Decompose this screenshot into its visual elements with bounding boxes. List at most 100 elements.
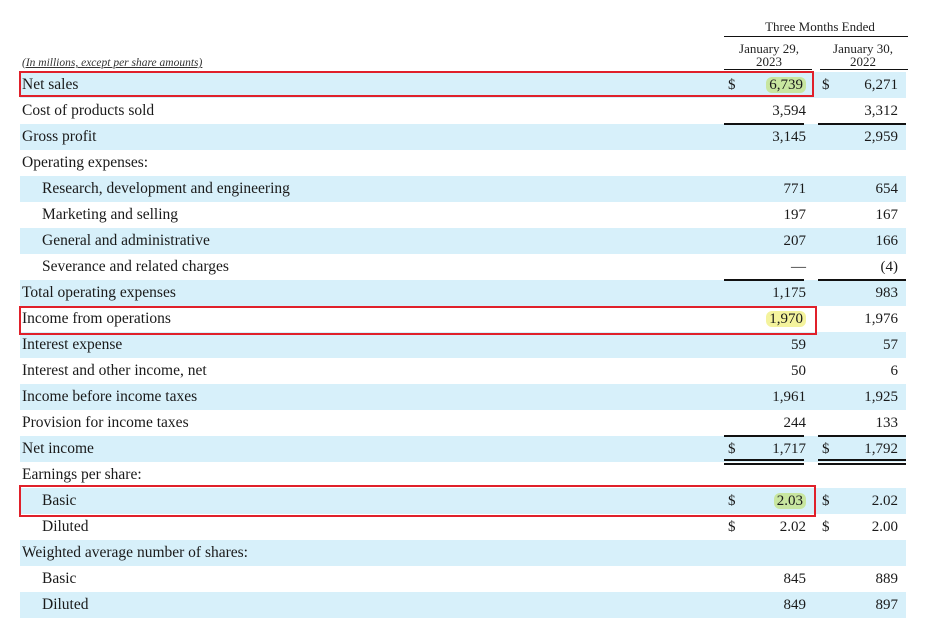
col2-value: 2,959 (864, 129, 898, 145)
double-rule-net-income-b (724, 463, 804, 465)
table-row: Research, development and engineering 771… (20, 176, 906, 202)
col1-header-line1: January 29, (739, 41, 799, 56)
row-label: Basic (42, 492, 77, 509)
col2-value: 167 (875, 207, 899, 223)
col2-value: 1,792 (864, 441, 898, 457)
table-row: Earnings per share: (20, 462, 906, 488)
col1-value-text: 244 (783, 415, 807, 431)
col1-value-text: 3,594 (772, 103, 806, 119)
period-title-rule (724, 36, 908, 37)
col2-currency: $ (822, 77, 830, 93)
row-label: Research, development and engineering (42, 180, 290, 197)
col2-value: 654 (875, 181, 899, 197)
col2-value: 3,312 (864, 103, 898, 119)
table-row: Gross profit 3,145 2,959 (20, 124, 906, 150)
col2-currency: $ (822, 441, 830, 457)
col1-currency: $ (728, 77, 736, 93)
row-label: Provision for income taxes (22, 414, 189, 431)
row-label: General and administrative (42, 232, 210, 249)
table-row: Basic $2.03 $2.02 (20, 488, 906, 514)
table-row: Total operating expenses 1,175 983 (20, 280, 906, 306)
col1-header-rule (724, 69, 812, 70)
col2-currency: $ (822, 519, 830, 535)
rule-under-provision-2 (818, 435, 906, 437)
col1-value: 207 (744, 228, 807, 254)
row-label: Income before income taxes (22, 388, 198, 405)
col2-value: 133 (875, 415, 899, 431)
row-label: Diluted (42, 596, 89, 613)
col1-currency: $ (728, 441, 736, 457)
col2-value (836, 540, 898, 566)
table-row: Net sales $6,739 $6,271 (20, 72, 906, 98)
col2-value: 166 (875, 233, 899, 249)
col2-header-rule (820, 69, 908, 70)
col2-value: 6 (890, 363, 899, 379)
table-row: Diluted $2.02 $2.00 (20, 514, 906, 540)
col1-value-text: 771 (783, 181, 807, 197)
col2-value (836, 462, 898, 488)
row-label: Cost of products sold (22, 102, 155, 119)
col2-value: 1,925 (864, 389, 898, 405)
col2-header-line2: 2022 (850, 54, 876, 69)
row-label: Net income (22, 440, 94, 457)
col2-value: 2.02 (871, 493, 898, 509)
col1-value (744, 150, 806, 176)
col1-value-text: 2.03 (773, 493, 806, 509)
col1-value-text: 59 (791, 337, 806, 353)
col1-value: — (744, 254, 806, 280)
col1-value-text: 3,145 (772, 129, 806, 145)
table-row: Operating expenses: (20, 150, 906, 176)
rule-under-provision (724, 435, 804, 437)
col1-value: 1,961 (744, 384, 806, 410)
col2-value: 6,271 (864, 77, 898, 93)
col1-value: 1,970 (744, 306, 806, 332)
col1-value-text: 2.02 (779, 519, 806, 535)
table-row: Diluted 849 897 (20, 592, 906, 618)
col1-value: 50 (744, 358, 806, 384)
col1-value: 197 (744, 202, 807, 228)
row-label: Gross profit (22, 128, 97, 145)
double-rule-net-income-a (724, 459, 804, 461)
row-label: Net sales (22, 76, 79, 93)
col2-header-line1: January 30, (833, 41, 893, 56)
row-label: Interest expense (22, 336, 123, 353)
table-row: Cost of products sold 3,594 3,312 (20, 98, 906, 124)
row-label: Severance and related charges (42, 258, 229, 275)
row-label: Interest and other income, net (22, 362, 207, 379)
annotation-box-net-sales (19, 71, 814, 97)
period-title: Three Months Ended (765, 19, 875, 34)
col1-value: 244 (744, 410, 807, 436)
row-label: Marketing and selling (42, 206, 179, 223)
col1-value-text: 197 (783, 207, 807, 223)
col1-value-text: 1,717 (772, 441, 806, 457)
col1-value-text: 849 (783, 597, 807, 613)
col1-currency: $ (728, 493, 736, 509)
col1-value: 59 (744, 332, 806, 358)
col1-value: 1,717 (744, 436, 806, 462)
row-label: Income from operations (22, 310, 171, 327)
col1-value: 2.02 (744, 514, 806, 540)
table-row: Income before income taxes 1,961 1,925 (20, 384, 906, 410)
table-row: Net income $1,717 $1,792 (20, 436, 906, 462)
col2-value: 1,976 (864, 311, 898, 327)
col1-value: 845 (744, 566, 807, 592)
table-row: Interest expense 59 57 (20, 332, 906, 358)
col2-value: 57 (883, 337, 898, 353)
double-rule-net-income-c (818, 459, 906, 461)
row-label: Operating expenses: (22, 154, 149, 171)
col1-value-text: 207 (783, 233, 807, 249)
col1-value: 6,739 (744, 72, 806, 98)
rule-under-cost-2 (818, 123, 906, 125)
row-label: Earnings per share: (22, 466, 142, 483)
annotation-box-basic-eps (19, 485, 816, 517)
rule-under-severance-2 (818, 279, 906, 281)
col2-value: 897 (875, 597, 899, 613)
col1-value: 849 (744, 592, 807, 618)
table-row: Income from operations 1,970 1,976 (20, 306, 906, 332)
col1-value: 2.03 (744, 488, 806, 514)
col1-value: 3,594 (744, 98, 806, 124)
col1-currency: $ (728, 519, 736, 535)
table-row: Basic 845 889 (20, 566, 906, 592)
col2-value: 2.00 (871, 519, 898, 535)
